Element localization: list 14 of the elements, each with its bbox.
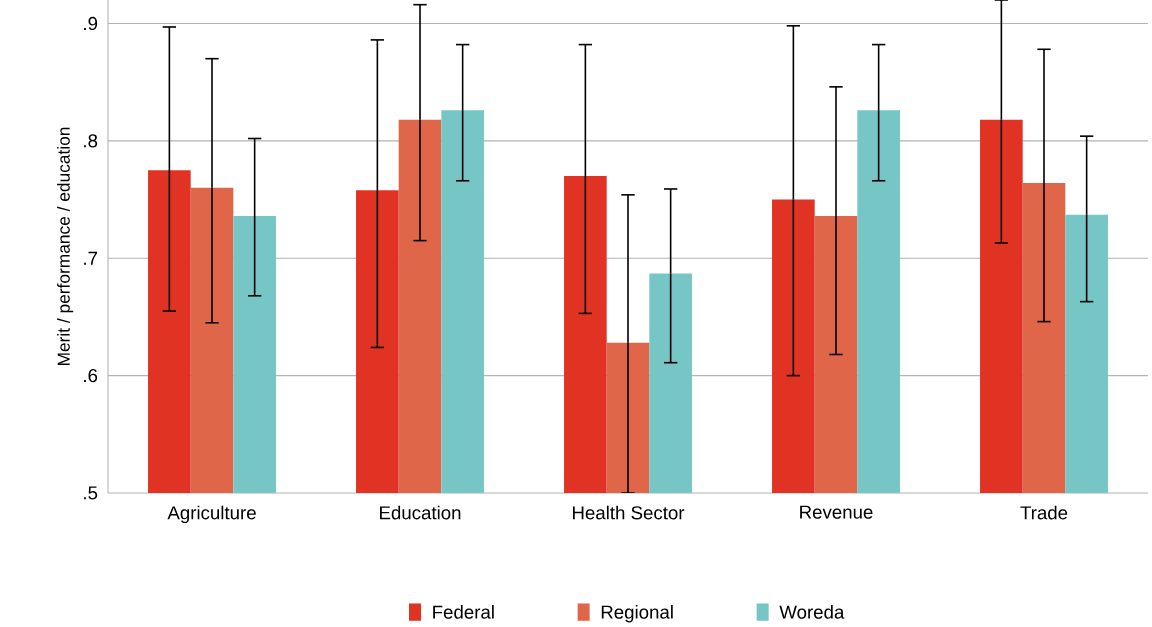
- x-tick-label: Education: [380, 505, 461, 520]
- y-tick-label: .6: [84, 368, 98, 383]
- legend-label: Woreda: [779, 605, 845, 619]
- y-tick-label: .9: [84, 16, 98, 31]
- y-axis-title: Merit / performance / education: [57, 127, 74, 366]
- legend-label: Regional: [601, 605, 673, 623]
- legend-label: Federal: [433, 605, 494, 619]
- x-tick-label: Health Sector: [572, 505, 685, 520]
- x-tick-label: Revenue: [800, 505, 873, 519]
- y-tick-label: .8: [84, 134, 98, 148]
- y-tick-label: .5: [84, 486, 98, 500]
- x-tick-label: Agriculture: [167, 505, 256, 524]
- y-tick-label: .7: [84, 251, 98, 265]
- x-tick-label: Trade: [1020, 505, 1068, 520]
